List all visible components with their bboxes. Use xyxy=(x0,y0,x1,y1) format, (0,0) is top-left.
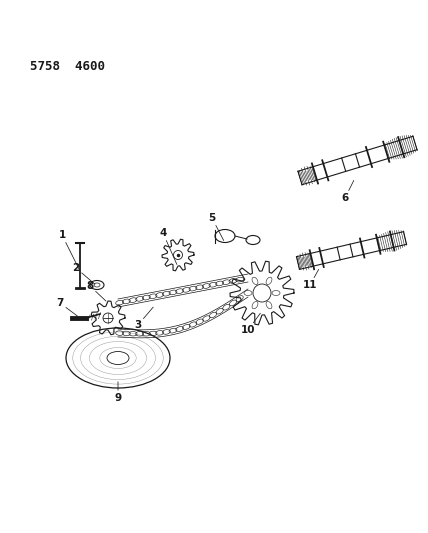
Text: 8: 8 xyxy=(86,281,106,301)
Text: 1: 1 xyxy=(58,230,80,271)
Text: 10: 10 xyxy=(241,313,260,335)
Text: 11: 11 xyxy=(303,269,319,290)
Text: 4: 4 xyxy=(159,228,177,264)
Text: 5758  4600: 5758 4600 xyxy=(30,60,105,73)
Text: 3: 3 xyxy=(134,307,153,330)
Text: 2: 2 xyxy=(72,263,95,284)
Text: 7: 7 xyxy=(56,298,78,316)
Text: 5: 5 xyxy=(208,213,224,240)
Text: 6: 6 xyxy=(342,181,354,203)
Text: 9: 9 xyxy=(114,382,122,403)
